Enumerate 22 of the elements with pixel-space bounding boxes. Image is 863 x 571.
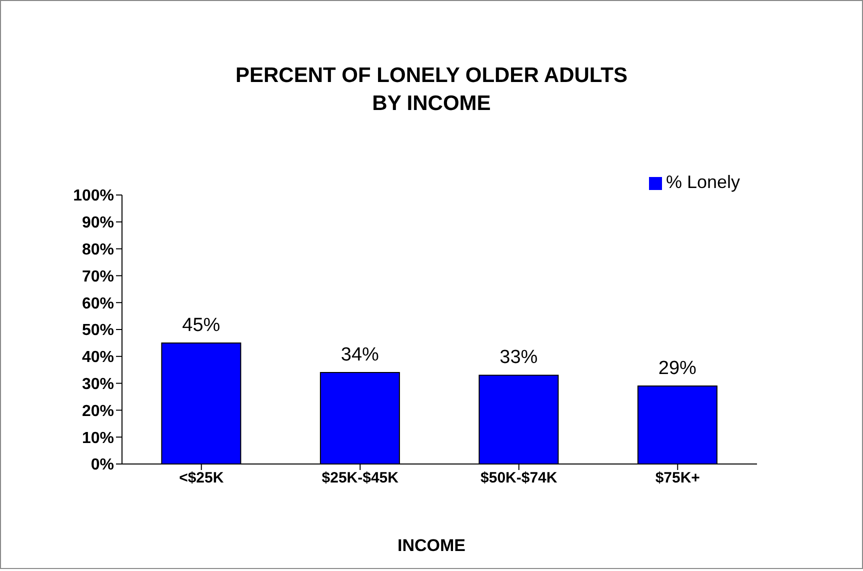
x-tick-label: <$25K [179, 470, 224, 487]
y-tick-label: 80% [82, 241, 114, 258]
chart-title: PERCENT OF LONELY OLDER ADULTS BY INCOME [234, 63, 629, 117]
x-tick-label: $50K-$74K [480, 470, 558, 487]
x-axis-title: INCOME [396, 536, 466, 556]
y-tick-label: 0% [90, 456, 114, 474]
text: 29% [658, 358, 696, 379]
y-tick-label: 40% [82, 349, 114, 366]
y-tick-label: 90% [82, 214, 114, 232]
y-tick-label: 70% [82, 268, 114, 286]
y-tick-label: 30% [82, 376, 114, 393]
text: 33% [500, 347, 538, 368]
y-tick-label: 60% [82, 295, 114, 312]
y-tick-label: 50% [82, 322, 114, 340]
y-tick-label: 20% [82, 402, 114, 420]
x-tick-label: $25K-$45K [322, 470, 399, 487]
y-tick-label: 10% [82, 430, 114, 447]
legend-label: % Lonely [666, 172, 740, 192]
text: 34% [340, 344, 379, 366]
y-tick-label: 100% [73, 188, 114, 205]
x-tick-label: $75K+ [655, 470, 700, 487]
text: 45% [182, 314, 220, 336]
